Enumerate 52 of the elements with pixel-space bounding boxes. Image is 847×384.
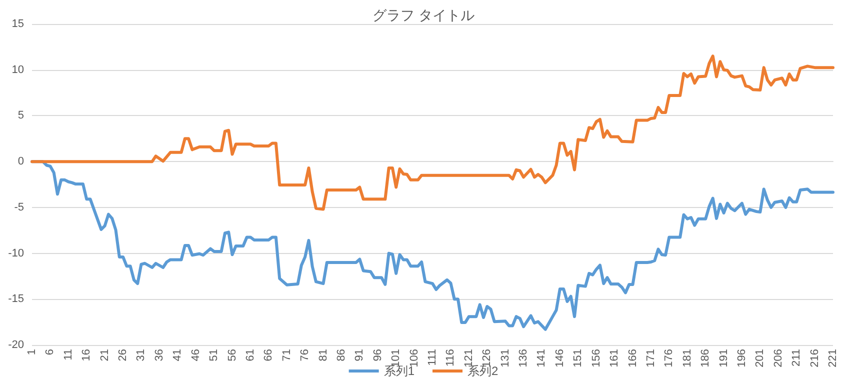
x-tick-label: 151 xyxy=(572,349,584,368)
x-tick-label: 26 xyxy=(117,349,130,362)
x-tick-label: 21 xyxy=(98,349,111,362)
x-tick-label: 221 xyxy=(827,349,839,368)
x-tick-label: 31 xyxy=(135,349,148,362)
x-tick-label: 216 xyxy=(808,349,821,368)
x-tick-label: 116 xyxy=(444,349,457,367)
x-tick-label: 1 xyxy=(26,349,38,356)
x-tick-label: 181 xyxy=(681,349,694,368)
x-tick-label: 46 xyxy=(190,349,202,362)
x-tick-label: 111 xyxy=(426,349,438,366)
x-tick-label: 131 xyxy=(499,349,512,368)
chart-title: グラフ タイトル xyxy=(372,7,474,23)
x-tick-label: 176 xyxy=(663,349,676,368)
x-tick-label: 171 xyxy=(644,349,657,368)
x-tick-label: 166 xyxy=(626,349,639,368)
x-tick-label: 11 xyxy=(62,349,74,360)
x-tick-label: 6 xyxy=(44,349,56,356)
x-tick-label: 81 xyxy=(317,349,330,362)
x-tick-label: 61 xyxy=(244,349,256,362)
y-tick-label: 10 xyxy=(12,64,24,76)
x-tick-label: 76 xyxy=(299,349,312,362)
x-tick-label: 16 xyxy=(80,349,93,362)
x-tick-label: 56 xyxy=(226,349,238,362)
x-tick-label: 156 xyxy=(590,349,602,368)
x-tick-label: 41 xyxy=(172,349,184,362)
x-tick-label: 86 xyxy=(335,349,348,362)
x-tick-label: 191 xyxy=(718,349,730,368)
y-tick-label: 15 xyxy=(12,18,24,30)
x-tick-label: 36 xyxy=(153,349,166,362)
x-tick-label: 91 xyxy=(354,349,366,362)
x-tick-label: 136 xyxy=(518,349,530,368)
y-tick-label: -15 xyxy=(8,293,24,306)
x-tick-label: 206 xyxy=(772,349,784,368)
x-tick-label: 186 xyxy=(700,349,712,368)
x-tick-label: 196 xyxy=(736,349,748,368)
x-tick-label: 51 xyxy=(208,349,220,362)
y-tick-label: -20 xyxy=(8,339,24,351)
x-tick-label: 71 xyxy=(280,349,293,362)
x-tick-label: 141 xyxy=(536,349,548,368)
x-tick-label: 201 xyxy=(754,349,766,368)
line-series xyxy=(30,54,834,211)
y-tick-label: 5 xyxy=(18,110,24,122)
x-tick-label: 161 xyxy=(608,349,621,368)
legend-label: 系列2 xyxy=(468,364,498,378)
x-tick-label: 211 xyxy=(790,349,803,367)
x-tick-label: 96 xyxy=(372,349,384,362)
y-tick-label: 0 xyxy=(18,156,24,168)
x-tick-label: 146 xyxy=(554,349,566,368)
y-tick-label: -10 xyxy=(8,247,24,260)
y-tick-label: -5 xyxy=(14,201,24,214)
x-tick-label: 66 xyxy=(262,349,275,362)
